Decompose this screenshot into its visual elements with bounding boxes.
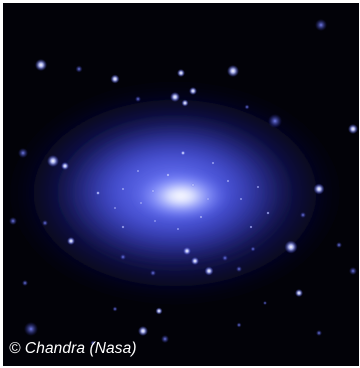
photo-credit: © Chandra (Nasa) <box>9 340 137 357</box>
cluster-core <box>133 170 229 222</box>
xray-render <box>3 3 359 366</box>
galaxy-xray-image: © Chandra (Nasa) <box>3 3 359 366</box>
inner-point-sources <box>96 150 270 231</box>
outer-point-sources <box>9 19 358 346</box>
